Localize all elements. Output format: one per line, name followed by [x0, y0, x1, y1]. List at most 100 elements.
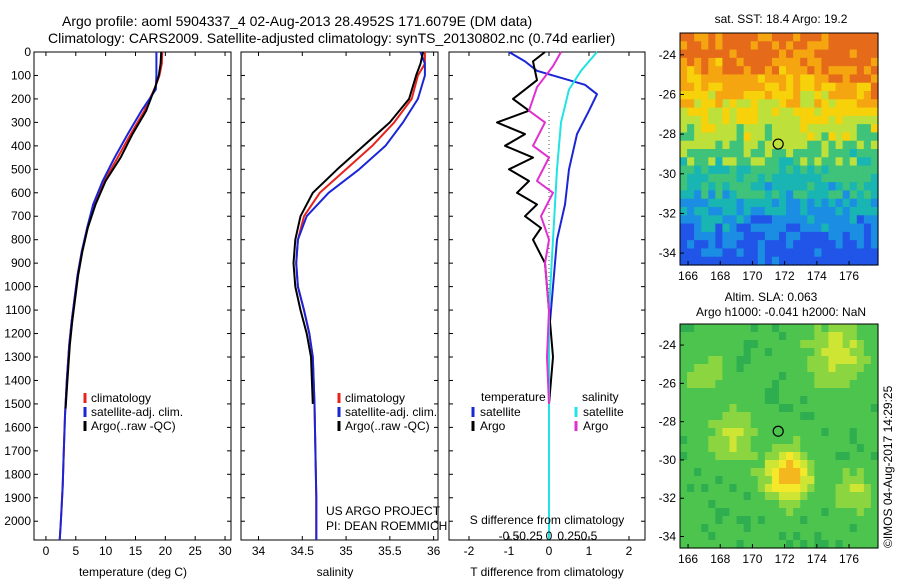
heatmap-cell: [786, 41, 794, 51]
heatmap-cell: [800, 492, 808, 501]
heatmap-cell: [779, 404, 787, 413]
heatmap-cell: [708, 460, 716, 469]
heatmap-cell: [828, 165, 837, 175]
legend-label: Argo: [480, 419, 506, 433]
series-line-satellite: [548, 51, 598, 540]
heatmap-cell: [863, 468, 872, 477]
heatmap-cell: [793, 372, 801, 381]
heatmap-cell: [708, 140, 716, 150]
heatmap-cell: [800, 107, 808, 117]
heatmap-cell: [722, 74, 731, 84]
heatmap-cell: [715, 99, 724, 109]
heatmap-cell: [870, 49, 879, 59]
heatmap-cell: [743, 240, 752, 250]
heatmap-cell: [750, 476, 759, 485]
heatmap-cell: [743, 107, 752, 117]
y-tick-label: 1400: [4, 373, 31, 387]
heatmap-cell: [786, 165, 794, 175]
project-label: US ARGO PROJECT: [326, 504, 441, 518]
heatmap-cell: [764, 348, 773, 357]
heatmap-cell: [722, 388, 731, 397]
heatmap-cell: [750, 508, 759, 517]
heatmap-cell: [835, 57, 844, 67]
heatmap-cell: [870, 115, 879, 125]
heatmap-cell: [694, 190, 702, 200]
y-tick-label: 1200: [4, 327, 31, 341]
heatmap-cell: [849, 348, 858, 357]
heatmap-cell: [680, 198, 688, 208]
x-tick-label: 168: [710, 552, 730, 566]
heatmap-cell: [715, 404, 724, 413]
heatmap-cell: [694, 412, 702, 421]
heatmap-cell: [793, 380, 801, 389]
heatmap-cell: [750, 516, 759, 525]
heatmap-cell: [842, 124, 851, 134]
heatmap-cell: [701, 420, 709, 429]
heatmap-cell: [764, 532, 773, 541]
heatmap-cell: [835, 500, 844, 509]
heatmap-cell: [863, 49, 872, 59]
heatmap-cell: [715, 452, 724, 461]
heatmap-cell: [828, 107, 837, 117]
heatmap-cell: [814, 444, 823, 453]
heatmap-cell: [870, 240, 879, 250]
heatmap-cell: [722, 508, 731, 517]
heatmap-cell: [779, 231, 787, 241]
heatmap-cell: [687, 500, 695, 509]
heatmap-cell: [743, 124, 752, 134]
x-tick-label: 5: [72, 544, 79, 558]
heatmap-cell: [870, 404, 879, 413]
heatmap-cell: [779, 524, 787, 533]
heatmap-cell: [779, 436, 787, 445]
heatmap-cell: [708, 57, 716, 67]
heatmap-cell: [863, 74, 872, 84]
heatmap-cell: [736, 149, 745, 158]
heatmap-cell: [835, 215, 844, 225]
heatmap-cell: [715, 74, 724, 84]
heatmap-cell: [757, 99, 766, 109]
heatmap-cell: [800, 340, 808, 349]
heatmap-cell: [687, 380, 695, 389]
heatmap-cell: [743, 149, 752, 158]
heatmap-cell: [807, 248, 815, 258]
heatmap-cell: [870, 140, 879, 150]
heatmap-cell: [807, 532, 815, 541]
heatmap-cell: [694, 428, 702, 437]
x-tick-label: 15: [129, 544, 143, 558]
heatmap-cell: [870, 468, 879, 477]
heatmap-cell: [736, 524, 745, 533]
heatmap-cell: [708, 198, 716, 208]
heatmap-cell: [764, 115, 773, 125]
heatmap-cell: [842, 198, 851, 208]
heatmap-cell: [842, 140, 851, 150]
heatmap-cell: [793, 340, 801, 349]
heatmap-cell: [821, 404, 830, 413]
heatmap-cell: [771, 436, 780, 445]
heatmap-cell: [863, 516, 872, 525]
heatmap-cell: [870, 91, 879, 100]
heatmap-cell: [757, 231, 766, 241]
heatmap-cell: [743, 348, 752, 357]
pi-label: PI: DEAN ROEMMICH: [326, 519, 447, 533]
heatmap-cell: [771, 165, 780, 175]
heatmap-cell: [764, 173, 773, 183]
heatmap-cell: [863, 231, 872, 241]
heatmap-cell: [779, 240, 787, 250]
heatmap-cell: [715, 436, 724, 445]
heatmap-cell: [729, 248, 738, 258]
heatmap-cell: [757, 149, 766, 158]
heatmap-cell: [680, 324, 688, 333]
heatmap-cell: [821, 540, 830, 549]
heatmap-cell: [701, 91, 709, 100]
heatmap-cell: [757, 460, 766, 469]
heatmap-cell: [687, 248, 695, 258]
heatmap-cell: [764, 223, 773, 233]
heatmap-cell: [771, 420, 780, 429]
heatmap-cell: [786, 380, 794, 389]
heatmap-cell: [729, 99, 738, 109]
heatmap-cell: [828, 540, 837, 549]
heatmap-cell: [722, 476, 731, 485]
heatmap-cell: [814, 49, 823, 59]
heatmap-cell: [722, 340, 731, 349]
heatmap-cell: [828, 66, 837, 76]
